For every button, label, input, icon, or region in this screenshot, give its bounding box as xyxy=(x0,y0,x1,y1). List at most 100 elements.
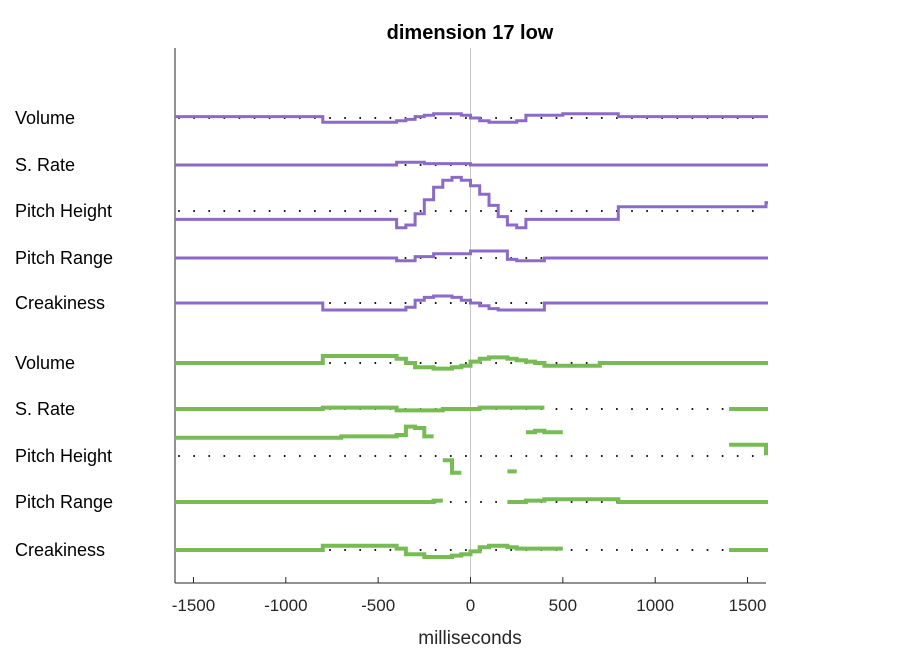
baseline-dot xyxy=(208,455,211,457)
baseline-dot xyxy=(434,302,437,304)
x-tick-label: -1000 xyxy=(264,596,307,615)
baseline-dot xyxy=(570,210,573,212)
baseline-dot xyxy=(615,549,618,551)
baseline-dot xyxy=(389,362,392,364)
x-tick-label: 1000 xyxy=(636,596,674,615)
baseline-dot xyxy=(751,455,754,457)
baseline-dot xyxy=(510,549,513,551)
baseline-dot xyxy=(706,408,709,410)
chart-title: dimension 17 low xyxy=(387,22,554,44)
baseline-dot xyxy=(495,501,498,503)
baseline-dot xyxy=(434,455,437,457)
baseline-dot xyxy=(449,210,452,212)
baseline-dot xyxy=(449,117,452,119)
baseline-dot xyxy=(661,549,664,551)
baseline-dot xyxy=(419,362,422,364)
baseline-dot xyxy=(434,257,437,259)
speaker_1-row-label-creakiness: Creakiness xyxy=(15,293,105,313)
baseline-dot xyxy=(585,362,588,364)
baseline-dot xyxy=(434,549,437,551)
baseline-dot xyxy=(374,549,377,551)
baseline-dot xyxy=(480,257,482,259)
speaker_1-row-label-s-rate: S. Rate xyxy=(15,155,75,175)
speaker_1-row-label-volume: Volume xyxy=(15,108,75,128)
baseline-dot xyxy=(344,210,347,212)
baseline-dot xyxy=(298,455,301,457)
baseline-dot xyxy=(495,362,498,364)
baseline-dot xyxy=(374,210,377,212)
baseline-dot xyxy=(464,455,467,457)
baseline-dot xyxy=(600,408,603,410)
baseline-dot xyxy=(329,210,331,212)
baseline-dot xyxy=(615,455,618,457)
baseline-dot xyxy=(419,210,422,212)
baseline-dot xyxy=(585,117,588,119)
speaker_2-row-label-creakiness: Creakiness xyxy=(15,540,105,560)
baseline-dot xyxy=(359,549,362,551)
baseline-dot xyxy=(691,549,694,551)
baseline-dot xyxy=(570,549,573,551)
speaker_1-series-pitch-range xyxy=(175,249,768,263)
baseline-dot xyxy=(253,455,256,457)
speaker_1-series-pitch-height xyxy=(175,175,768,230)
baseline-dot xyxy=(480,210,482,212)
baseline-dot xyxy=(434,210,437,212)
speaker_1-row-label-pitch-range: Pitch Range xyxy=(15,248,113,268)
baseline-dot xyxy=(691,455,694,457)
baseline-dot xyxy=(359,117,362,119)
baseline-dot xyxy=(495,302,498,304)
baseline-dot xyxy=(570,408,573,410)
baseline-dot xyxy=(238,455,241,457)
baseline-dot xyxy=(449,501,452,503)
baseline-dot xyxy=(344,362,347,364)
baseline-dot xyxy=(510,302,513,304)
baseline-dot xyxy=(359,362,362,364)
baseline-dot xyxy=(464,302,467,304)
baseline-dot xyxy=(600,117,603,119)
baseline-dot xyxy=(646,408,649,410)
baseline-dot xyxy=(540,455,543,457)
baseline-dot xyxy=(329,117,331,119)
baseline-dot xyxy=(449,302,452,304)
baseline-dot xyxy=(555,210,558,212)
baseline-dot xyxy=(721,408,724,410)
baseline-dot xyxy=(631,455,633,457)
baseline-dot xyxy=(329,549,331,551)
baseline-dot xyxy=(570,455,573,457)
baseline-dot xyxy=(434,117,437,119)
baseline-dot xyxy=(268,210,271,212)
baseline-dot xyxy=(389,549,392,551)
x-tick-label: -1500 xyxy=(172,596,215,615)
baseline-dot xyxy=(374,455,377,457)
x-tick-label: 1500 xyxy=(729,596,767,615)
baseline-dot xyxy=(495,210,498,212)
baseline-dot xyxy=(540,302,543,304)
baseline-dot xyxy=(676,210,679,212)
baseline-dot xyxy=(525,210,528,212)
speaker_2-series-pitch-height xyxy=(175,424,768,475)
speaker_2-row-label-pitch-height: Pitch Height xyxy=(15,446,112,466)
baseline-dot xyxy=(389,455,392,457)
baseline-dot xyxy=(721,549,724,551)
baseline-dot xyxy=(389,210,392,212)
baseline-dot xyxy=(223,210,226,212)
baseline-dot xyxy=(706,549,709,551)
baseline-dot xyxy=(495,117,498,119)
baseline-dot xyxy=(464,117,467,119)
baseline-dot xyxy=(329,362,331,364)
baseline-dot xyxy=(313,210,316,212)
baseline-dot xyxy=(480,455,482,457)
baseline-dot xyxy=(404,164,407,166)
baseline-dot xyxy=(495,257,498,259)
baseline-dot xyxy=(419,302,422,304)
row-labels-layer: Volume S. Rate Pitch Height Pitch Range Crea… xyxy=(15,108,113,560)
baseline-dot xyxy=(464,210,467,212)
baseline-dot xyxy=(389,302,392,304)
baseline-dot xyxy=(359,455,362,457)
baseline-dot xyxy=(449,257,452,259)
baseline-dot xyxy=(449,455,452,457)
baseline-dot xyxy=(661,408,664,410)
baseline-dots-layer xyxy=(178,117,754,551)
baseline-dot xyxy=(283,455,286,457)
baseline-dot xyxy=(495,549,498,551)
